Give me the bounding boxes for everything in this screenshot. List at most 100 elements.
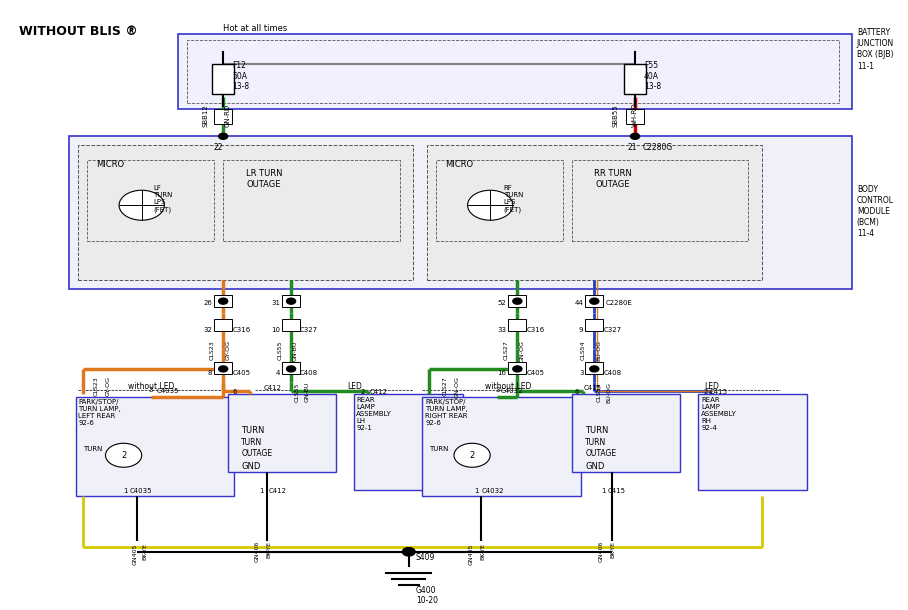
Circle shape: [287, 366, 296, 372]
Text: 9: 9: [579, 327, 584, 333]
Text: PARK/STOP/
TURN LAMP,
RIGHT REAR
92-6: PARK/STOP/ TURN LAMP, RIGHT REAR 92-6: [425, 400, 468, 426]
Text: C316: C316: [527, 327, 545, 333]
Text: GN406: GN406: [599, 541, 604, 562]
Bar: [508, 319, 527, 331]
Text: without LED: without LED: [127, 382, 174, 391]
Circle shape: [513, 366, 522, 372]
Bar: [212, 64, 234, 95]
Text: C4032: C4032: [481, 488, 504, 494]
Circle shape: [287, 298, 296, 304]
Bar: [228, 394, 336, 472]
Bar: [572, 160, 748, 241]
Text: RR TURN
OUTAGE: RR TURN OUTAGE: [594, 169, 631, 188]
Text: TURN
OUTAGE: TURN OUTAGE: [242, 439, 272, 458]
Text: C408: C408: [301, 370, 318, 376]
Text: 44: 44: [575, 300, 584, 306]
Text: CLS54: CLS54: [597, 382, 601, 402]
Text: MICRO: MICRO: [96, 160, 124, 169]
Text: 8: 8: [208, 370, 212, 376]
Text: 22: 22: [214, 143, 223, 152]
Text: S409: S409: [416, 553, 435, 562]
Text: REAR
LAMP
ASSEMBLY
RH
92-4: REAR LAMP ASSEMBLY RH 92-4: [701, 397, 737, 431]
Text: 6: 6: [232, 389, 237, 395]
Text: GN-BU: GN-BU: [305, 382, 310, 403]
Text: 3: 3: [579, 370, 584, 376]
Circle shape: [219, 134, 228, 139]
Text: C2280G: C2280G: [642, 143, 673, 152]
Text: C415: C415: [709, 389, 727, 395]
Text: TURN: TURN: [586, 426, 608, 434]
Text: 3: 3: [495, 387, 499, 393]
Bar: [187, 40, 839, 103]
Bar: [354, 394, 463, 490]
Text: GND: GND: [586, 462, 605, 470]
Text: 2: 2: [360, 389, 365, 395]
Text: TURN: TURN: [83, 447, 103, 452]
Text: 33: 33: [498, 327, 507, 333]
Text: 4: 4: [276, 370, 281, 376]
Text: GND: GND: [242, 462, 261, 470]
Text: 2: 2: [469, 451, 475, 460]
Bar: [75, 397, 234, 496]
Bar: [586, 362, 603, 375]
Text: CLS55: CLS55: [278, 340, 282, 360]
Circle shape: [468, 190, 513, 220]
Text: BU-OG: BU-OG: [597, 340, 601, 361]
Text: CLS27: CLS27: [442, 376, 448, 396]
Text: TURN
OUTAGE: TURN OUTAGE: [586, 439, 617, 458]
Bar: [427, 145, 762, 280]
Text: LF
TURN
LPS
(FET): LF TURN LPS (FET): [153, 185, 173, 213]
Text: C415: C415: [607, 488, 626, 494]
Text: 2: 2: [121, 451, 126, 460]
Bar: [69, 136, 853, 289]
Text: MICRO: MICRO: [445, 160, 473, 169]
Bar: [626, 109, 644, 124]
Text: 21: 21: [627, 143, 637, 152]
Text: LED: LED: [347, 382, 362, 391]
Text: without LED: without LED: [485, 382, 531, 391]
Text: 6: 6: [575, 389, 579, 395]
Circle shape: [402, 548, 415, 556]
Text: GY-OG: GY-OG: [225, 340, 231, 360]
Bar: [282, 295, 301, 307]
Text: 26: 26: [203, 300, 212, 306]
Bar: [508, 295, 527, 307]
Bar: [508, 362, 527, 375]
Circle shape: [454, 443, 490, 467]
Text: RF
TURN
LPS
(FET): RF TURN LPS (FET): [504, 185, 523, 213]
Text: C405: C405: [232, 370, 251, 376]
Text: C4035: C4035: [157, 388, 180, 394]
Text: BU-OG: BU-OG: [607, 382, 611, 403]
Circle shape: [513, 298, 522, 304]
Text: 32: 32: [203, 327, 212, 333]
Text: GN-BU: GN-BU: [293, 340, 298, 361]
Bar: [214, 109, 232, 124]
Text: F12
50A
13-8: F12 50A 13-8: [232, 62, 250, 92]
Text: C415: C415: [584, 385, 601, 391]
Text: BATTERY
JUNCTION
BOX (BJB)
11-1: BATTERY JUNCTION BOX (BJB) 11-1: [857, 28, 894, 71]
Text: GN405: GN405: [469, 544, 474, 565]
Bar: [422, 397, 581, 496]
Bar: [214, 362, 232, 375]
Circle shape: [590, 298, 599, 304]
Circle shape: [119, 190, 164, 220]
Text: PARK/STOP/
TURN LAMP,
LEFT REAR
92-6: PARK/STOP/ TURN LAMP, LEFT REAR 92-6: [78, 400, 121, 426]
Text: C405: C405: [527, 370, 545, 376]
Text: 1: 1: [602, 488, 606, 494]
Bar: [698, 394, 807, 490]
Text: CLS27: CLS27: [504, 340, 509, 360]
Text: 1: 1: [260, 488, 264, 494]
Text: 52: 52: [498, 300, 507, 306]
Bar: [282, 362, 301, 375]
Text: C327: C327: [301, 327, 318, 333]
Text: C316: C316: [232, 327, 251, 333]
Text: GY-OG: GY-OG: [105, 376, 111, 396]
Text: BK-YE: BK-YE: [267, 541, 271, 558]
Bar: [178, 34, 853, 109]
Bar: [624, 64, 646, 95]
Text: REAR
LAMP
ASSEMBLY
LH
92-1: REAR LAMP ASSEMBLY LH 92-1: [356, 397, 392, 431]
Text: SBB12: SBB12: [202, 104, 208, 127]
Text: C412: C412: [269, 488, 286, 494]
Text: SBB55: SBB55: [612, 105, 618, 127]
Text: BK-YE: BK-YE: [142, 544, 147, 561]
